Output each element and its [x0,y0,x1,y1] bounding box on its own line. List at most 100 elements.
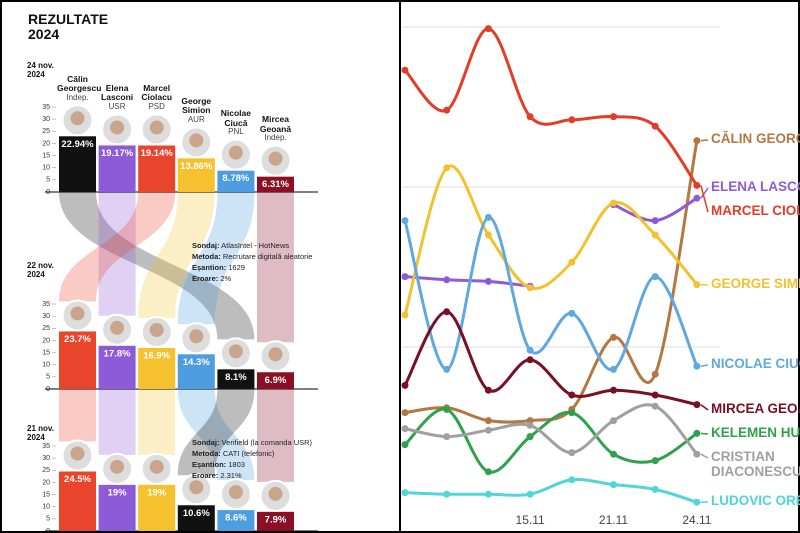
note-text: 2.31% [220,471,242,480]
note-text: Verifield (la comanda USR) [221,438,313,447]
y-tick-label: 30 [42,455,50,462]
value-label: 6.9% [265,375,287,386]
photo-face [70,306,85,321]
point [651,391,659,399]
value-label: 24.5% [64,474,91,485]
party: AUR [187,114,205,124]
y-tick-label: 30 [42,116,50,123]
candidate-name: Marcel Ciolacu [141,83,173,103]
point [401,409,409,417]
value-label: 7.9% [265,514,287,525]
bar [138,145,176,192]
point [610,450,617,458]
bar [177,354,215,389]
value-label: 14.3% [183,357,210,368]
photo-face [110,120,125,135]
point [568,391,576,399]
y-tick-label: 5 [46,374,50,381]
point [610,365,617,373]
photo-face [268,347,283,362]
party: Indep. [264,132,287,142]
bar [138,484,176,531]
photo-face [70,111,85,126]
note: Metoda: Recrutare digitală aleatorie [192,252,317,261]
note-text: 2% [220,274,232,283]
party: PSD [148,101,165,111]
line [403,407,698,474]
y-tick-label: 20 [42,479,50,486]
point [568,409,576,417]
y-tick-label: 20 [42,337,50,344]
ribbon [98,192,136,316]
photo-face [110,459,125,474]
bar [138,347,176,389]
value-label: 8.6% [225,513,247,524]
value-label: 19.17% [101,148,134,159]
value-label: 16.9% [143,350,170,361]
ribbons [59,192,294,482]
party: PNL [228,126,244,136]
point [484,277,492,285]
series-label: CĂLIN GEORG [711,131,800,146]
value-label: 13.86% [180,161,213,172]
value-label: 17.8% [104,348,131,359]
ribbon [257,389,294,482]
party: USR [108,101,126,111]
ribbon [177,192,255,325]
value-label: 8.78% [222,173,249,184]
point [526,490,534,498]
point [526,113,534,121]
x-tick-label: 21.11 [599,513,628,527]
y-tick-label: 15 [42,152,50,159]
point [401,311,409,319]
note-label: Metoda: [192,252,221,261]
point [568,116,576,124]
date-label: 22 nov. 2024 [27,261,54,279]
bar [217,170,255,192]
series-label: MARCEL CIOL [711,203,800,218]
point [610,481,617,489]
y-tick-label: 20 [42,140,50,147]
ribbon [59,192,176,302]
point [401,66,409,74]
point [693,181,701,189]
note-text: CATI (telefonic) [222,449,275,458]
point [443,405,451,413]
point [401,441,409,449]
photo-face [149,120,164,135]
note: Sondaj: Verifield (la comanda USR) [192,438,317,447]
label-connector [700,432,709,435]
photo-face [268,486,283,501]
point [526,421,534,429]
note-text: AtlasIntel - HotNews [221,241,290,250]
point [651,122,659,130]
series-label: CRISTIAN DIACONESCU [711,449,800,479]
series-label: ELENA LASCO [711,179,800,194]
candidate: Elena Lasconi USR [97,83,138,111]
point [484,426,492,434]
y-tick-label: 10 [42,165,50,172]
point [568,449,576,457]
y-tick-label: 35 [42,104,50,111]
y-tick-label: 5 [46,177,50,184]
note-text: 1629 [228,263,245,272]
series-label: GEORGE SIMI [711,276,800,291]
line [403,27,699,187]
note-text: Recrutare digitală aleatorie [222,252,313,261]
y-tick-label: 0 [46,528,50,533]
point [693,401,701,409]
party: Indep. [66,92,89,102]
label-connector [700,139,709,142]
value-label: 19% [108,487,128,498]
point [401,273,409,281]
note-text: 1803 [228,460,245,469]
point [526,433,534,441]
photo-face [228,485,243,500]
candidate: George Simion AUR [176,96,217,124]
photo-face [189,480,204,495]
value-label: 22.94% [61,139,94,150]
point [651,370,659,378]
value-label: 8.1% [225,372,247,383]
